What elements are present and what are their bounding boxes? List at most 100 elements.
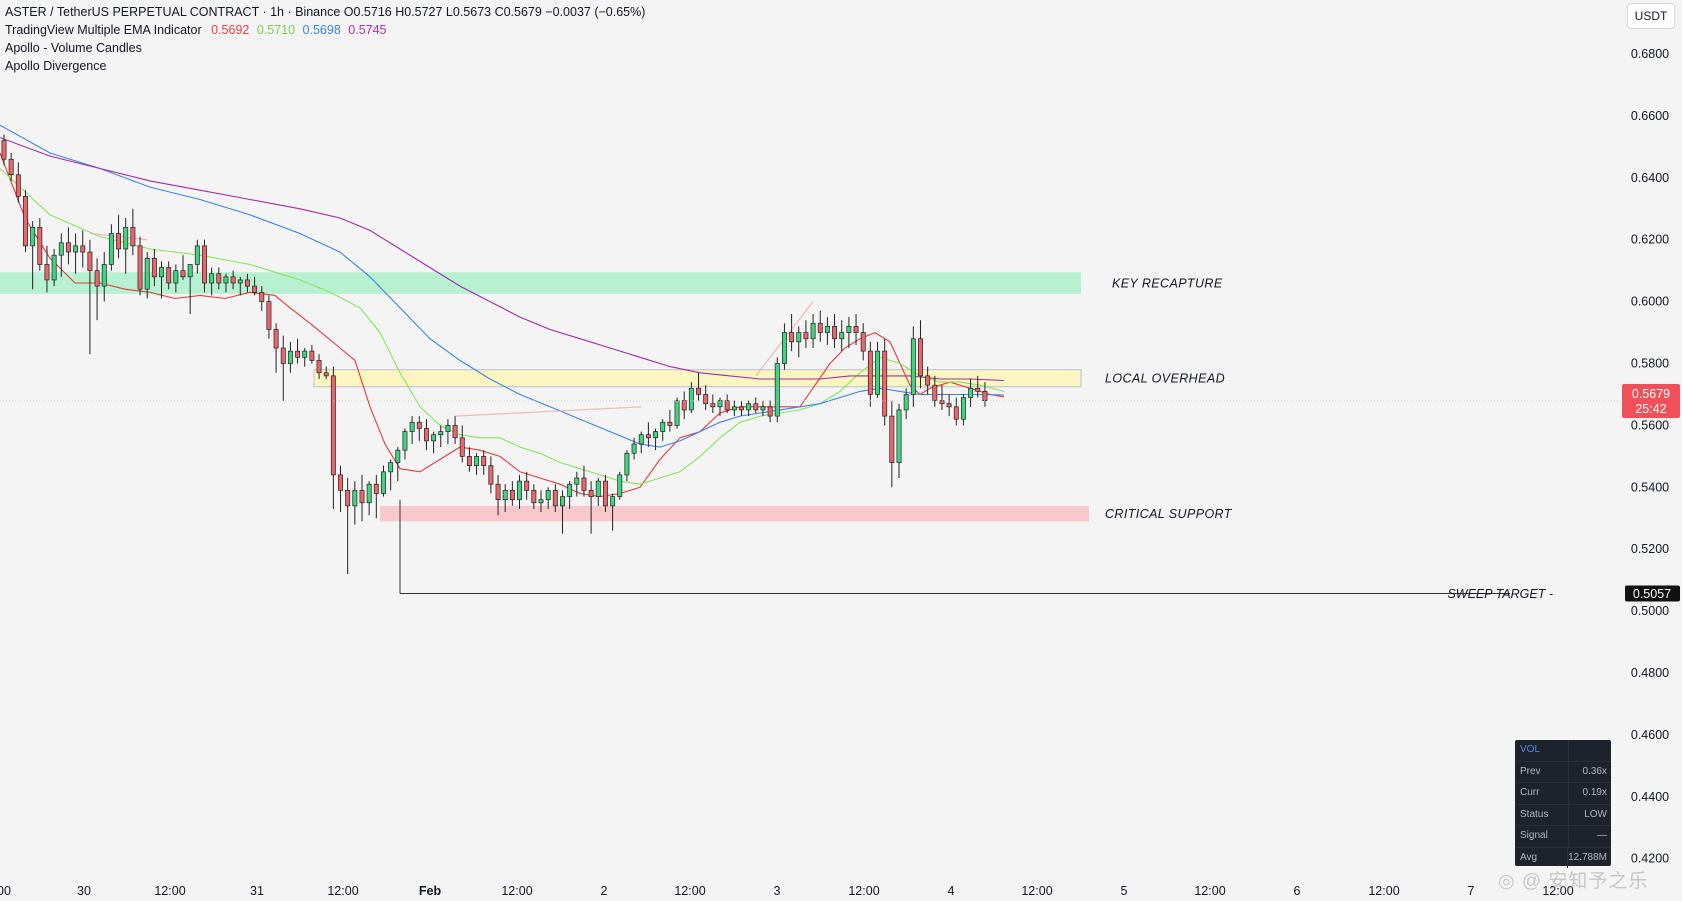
levels: [0, 400, 1625, 594]
x-tick-label: 00: [0, 884, 11, 898]
y-tick-label: 0.4200: [1631, 852, 1669, 866]
candle: [194, 239, 200, 274]
candle: [366, 481, 372, 516]
candle-body: [674, 400, 680, 426]
candle: [796, 326, 802, 358]
candle-body: [287, 350, 293, 364]
candle: [423, 419, 429, 451]
candle: [359, 474, 365, 522]
vol-row-prev: Prev 0.36x: [1515, 761, 1611, 783]
candle-body: [960, 397, 966, 420]
candle: [753, 397, 759, 414]
candle: [495, 474, 501, 516]
candle-body: [366, 483, 372, 504]
candle: [932, 375, 938, 407]
candle-body: [216, 273, 222, 284]
candle-body: [159, 267, 164, 278]
candle: [252, 276, 258, 296]
candle: [395, 447, 401, 482]
candle-body: [867, 350, 873, 395]
volume-stats-panel: VOL Prev 0.36x Curr 0.19x Status LOW Sig…: [1515, 740, 1611, 868]
candle-body: [445, 425, 451, 432]
candle: [602, 474, 608, 513]
currency-unit-button[interactable]: USDT: [1627, 3, 1675, 29]
candle: [237, 276, 243, 296]
candle-body: [882, 350, 888, 417]
candle: [345, 478, 351, 574]
x-tick-label: 12:00: [327, 884, 358, 898]
candle: [373, 474, 379, 519]
vol-value: —: [1597, 830, 1607, 841]
vol-key: Signal: [1515, 826, 1569, 847]
candle-body: [796, 332, 802, 343]
candle-body: [80, 245, 86, 253]
candle: [151, 248, 157, 287]
candle: [209, 267, 215, 296]
candle-body: [875, 350, 880, 395]
candle: [94, 258, 100, 321]
candle-body: [259, 291, 265, 302]
candle: [51, 248, 57, 287]
candle-body: [345, 490, 351, 507]
candle-body: [452, 425, 458, 439]
x-tick-label: 12:00: [154, 884, 185, 898]
candle-body: [73, 245, 79, 253]
candle-body: [846, 326, 852, 333]
x-tick-label: 12:00: [1368, 884, 1399, 898]
candle: [853, 313, 859, 345]
vol-key: Prev: [1515, 761, 1569, 782]
candle-body: [438, 431, 444, 436]
y-axis: 0.6800 0.6600 0.6400 0.6200 0.6000 0.5800 0.56…: [1631, 47, 1669, 866]
candle-body: [724, 400, 730, 411]
ema-indicator-header: TradingView Multiple EMA Indicator 0.569…: [5, 22, 391, 39]
candle: [8, 153, 14, 181]
candle-body: [116, 233, 122, 250]
candle-body: [560, 496, 565, 507]
candle: [567, 481, 573, 509]
candle: [330, 366, 336, 509]
candle-body: [338, 474, 343, 491]
candle: [839, 320, 845, 352]
candle-body: [688, 387, 694, 411]
candle-body: [8, 158, 14, 176]
candle: [789, 313, 795, 352]
candle-body: [402, 431, 408, 451]
y-tick-label: 0.4400: [1631, 790, 1669, 804]
candle-body: [280, 347, 286, 364]
candle-body: [860, 332, 866, 352]
vol-row-signal: Signal —: [1515, 826, 1611, 848]
candle-body: [602, 480, 608, 507]
vol-value: 0.19x: [1582, 787, 1607, 798]
candle-body: [975, 387, 981, 392]
y-tick-label: 0.6800: [1631, 47, 1669, 61]
candle: [975, 375, 981, 398]
candle: [889, 400, 895, 488]
candle: [144, 252, 150, 299]
candle-body: [939, 400, 945, 405]
candle-body: [918, 338, 923, 377]
candle: [896, 403, 902, 479]
candle: [703, 385, 709, 410]
candle: [968, 378, 974, 407]
x-tick-label: 4: [948, 884, 955, 898]
x-tick-label: 31: [250, 884, 264, 898]
candle-body: [44, 264, 50, 281]
candles: [1, 134, 988, 574]
candle: [381, 465, 386, 497]
candle-countdown: 25:42: [1635, 402, 1666, 416]
candle-body: [739, 406, 744, 411]
divergence-label: Apollo Divergence: [5, 59, 107, 73]
candle: [452, 416, 458, 444]
zone-rect: [0, 272, 1081, 294]
candle: [338, 465, 343, 513]
candle-body: [295, 350, 301, 358]
candle-body: [202, 245, 207, 284]
candle-body: [266, 301, 272, 330]
candle: [810, 313, 816, 349]
candle-body: [545, 490, 551, 501]
candle: [588, 481, 594, 534]
candle-body: [810, 322, 816, 340]
candle-body: [65, 242, 71, 253]
